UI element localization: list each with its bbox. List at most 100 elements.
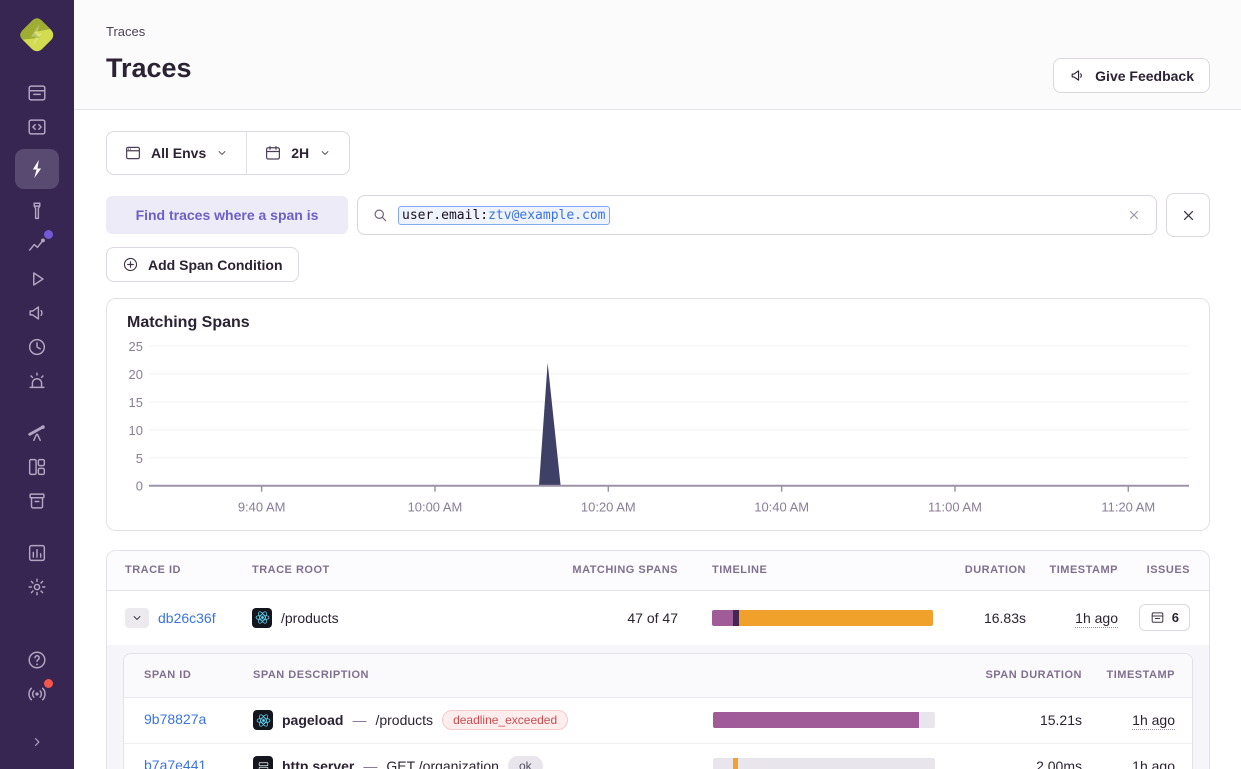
give-feedback-label: Give Feedback [1095,68,1194,84]
issues-icon [1150,610,1165,625]
breadcrumb[interactable]: Traces [106,24,1210,39]
sidebar-item-alerts[interactable] [17,364,57,398]
clear-search-icon[interactable] [1125,206,1143,224]
span-row: b7a7e441 http.server — GET /organization [124,744,1192,769]
sidebar-item-releases[interactable] [17,330,57,364]
token-value: ztv@example.com [488,208,605,223]
svg-text:11:20 AM: 11:20 AM [1101,500,1155,515]
add-span-condition-button[interactable]: Add Span Condition [106,247,299,282]
window-icon [124,144,142,162]
svg-text:5: 5 [136,451,143,466]
col-trace-id: Trace ID [107,564,252,576]
alerts-icon [26,370,48,392]
trace-duration: 16.83s [940,610,1032,626]
span-status-badge: ok [508,756,543,769]
trace-root-label: /products [281,610,339,626]
svg-text:20: 20 [129,367,143,382]
dash-separator: — [352,712,366,728]
give-feedback-button[interactable]: Give Feedback [1053,58,1210,93]
sidebar-item-settings[interactable] [17,570,57,604]
page-filter-bar: All Envs 2H [106,131,350,175]
span-description: /products [375,712,433,728]
svg-text:15: 15 [129,395,143,410]
svg-text:10:20 AM: 10:20 AM [581,500,636,515]
sidebar-item-discover[interactable] [17,416,57,450]
sidebar-item-traces[interactable] [15,149,59,189]
dash-separator: — [363,758,377,769]
trace-table: Trace ID Trace Root Matching Spans Timel… [106,550,1210,769]
calendar-icon [264,144,282,162]
col-issues: Issues [1124,564,1209,576]
main-area: Traces Traces Give Feedback All Envs [74,0,1241,769]
trace-issues-button[interactable]: 6 [1139,604,1190,631]
span-description: GET /organization [386,758,499,769]
collapse-trace-button[interactable] [125,608,149,628]
environment-filter-button[interactable]: All Envs [107,132,246,174]
chevron-right-icon [28,733,46,751]
sidebar-item-replays[interactable] [17,262,57,296]
matching-spans-chart[interactable]: 05101520259:40 AM10:00 AM10:20 AM10:40 A… [125,334,1191,522]
span-status-badge: deadline_exceeded [442,710,568,730]
chart-title: Matching Spans [127,314,1191,332]
span-id-link[interactable]: b7a7e441 [144,757,206,769]
sidebar-item-feedback[interactable] [17,296,57,330]
span-condition-prefix: Find traces where a span is [106,196,348,234]
svg-text:10: 10 [129,423,143,438]
span-search-input[interactable]: user.email:ztv@example.com [357,195,1157,235]
sidebar-item-profiling[interactable] [17,194,57,228]
traces-icon [26,158,48,180]
col-timeline: Timeline [678,564,940,576]
span-duration: 15.21s [943,712,1082,728]
col-span-duration: Span Duration [943,669,1082,681]
logo-icon [16,14,58,56]
server-platform-icon [253,756,273,769]
time-range-filter-button[interactable]: 2H [247,132,349,174]
sidebar-item-stats[interactable] [17,536,57,570]
svg-text:9:40 AM: 9:40 AM [238,500,286,515]
remove-condition-button[interactable] [1166,193,1210,237]
span-op: http.server [282,758,354,769]
whats-new-notification-dot [44,679,53,688]
projects-icon [26,116,48,138]
app-root: Traces Traces Give Feedback All Envs [0,0,1241,769]
chevron-down-icon [318,146,332,160]
sidebar-item-crons[interactable] [17,484,57,518]
page-title: Traces [106,53,1210,84]
span-timestamp: 1h ago [1132,712,1175,730]
col-timestamp: Timestamp [1032,564,1124,576]
sidebar-item-insights[interactable] [17,228,57,262]
span-id-link[interactable]: 9b78827a [144,711,206,727]
col-span-timestamp: Timestamp [1082,669,1192,681]
feedback-icon [26,302,48,324]
time-range-label: 2H [291,145,309,161]
crons-icon [26,490,48,512]
svg-text:11:00 AM: 11:00 AM [928,500,982,515]
react-platform-icon [252,608,272,628]
page-header: Traces Traces Give Feedback [74,0,1241,110]
search-filter-token[interactable]: user.email:ztv@example.com [398,206,610,225]
matching-spans-count: 47 of 47 [512,610,678,626]
sidebar-item-issues[interactable] [17,76,57,110]
trace-id-link[interactable]: db26c36f [158,610,216,626]
sidebar-item-help[interactable] [17,643,57,677]
sidebar-item-dashboards[interactable] [17,450,57,484]
svg-text:10:00 AM: 10:00 AM [408,500,463,515]
content: All Envs 2H Find tr [74,110,1241,769]
col-span-id: Span ID [124,669,253,681]
sidebar-collapse-button[interactable] [17,727,57,757]
span-condition-row: Find traces where a span is user.email:z… [106,193,1210,237]
svg-text:25: 25 [129,339,143,354]
search-icon [371,206,389,224]
col-duration: Duration [940,564,1032,576]
svg-text:0: 0 [136,479,143,494]
sidebar-item-whats-new[interactable] [17,677,57,711]
span-timeline-bar [713,758,935,769]
token-key: user.email: [402,208,488,223]
sidebar-nav [15,76,59,604]
sidebar-item-projects[interactable] [17,110,57,144]
app-logo[interactable] [16,14,58,56]
trace-table-header: Trace ID Trace Root Matching Spans Timel… [107,551,1209,591]
chevron-down-icon [130,611,144,625]
span-op: pageload [282,712,343,728]
span-timestamp: 1h ago [1132,758,1175,769]
